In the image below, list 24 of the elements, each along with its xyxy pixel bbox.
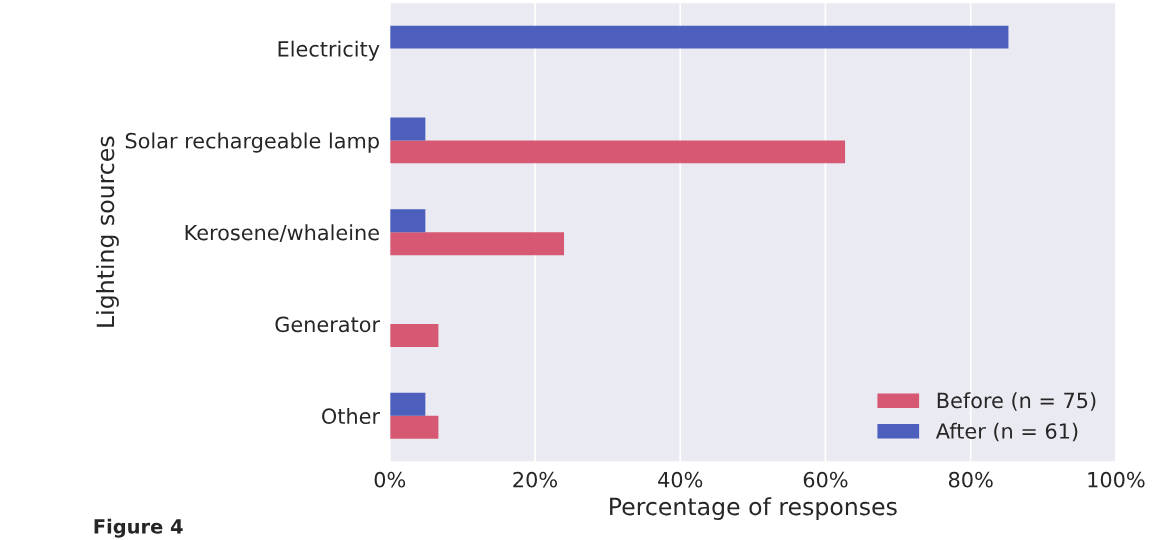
bar	[389, 117, 426, 141]
bar	[389, 25, 1009, 49]
caption: Figure 4	[94, 518, 183, 538]
x-tick-label: 60%	[803, 471, 848, 488]
bar	[389, 415, 439, 439]
bar	[389, 140, 846, 164]
y-tick-label: Electricity	[278, 40, 380, 61]
x-tick-label: 0%	[374, 471, 406, 488]
y-tick-label: Kerosene/whaleine	[185, 224, 379, 243]
bar	[389, 324, 439, 347]
x-tick-label: 80%	[948, 471, 993, 488]
x-axis-title: Percentage of responses	[610, 497, 897, 520]
legend-label: After (n = 61)	[935, 422, 1078, 442]
x-tick-label: 40%	[658, 471, 703, 488]
y-tick-label: Solar rechargeable lamp	[125, 132, 379, 153]
bar	[389, 209, 426, 233]
y-tick-label: Other	[322, 407, 381, 425]
x-tick-label: 20%	[513, 471, 557, 488]
y-axis-title: Lighting sources	[96, 136, 119, 327]
bar	[389, 392, 426, 416]
bar	[389, 232, 565, 256]
x-tick-label: 100%	[1088, 471, 1145, 488]
legend-label: Before (n = 75)	[937, 392, 1096, 411]
y-tick-label: Generator	[275, 316, 381, 333]
